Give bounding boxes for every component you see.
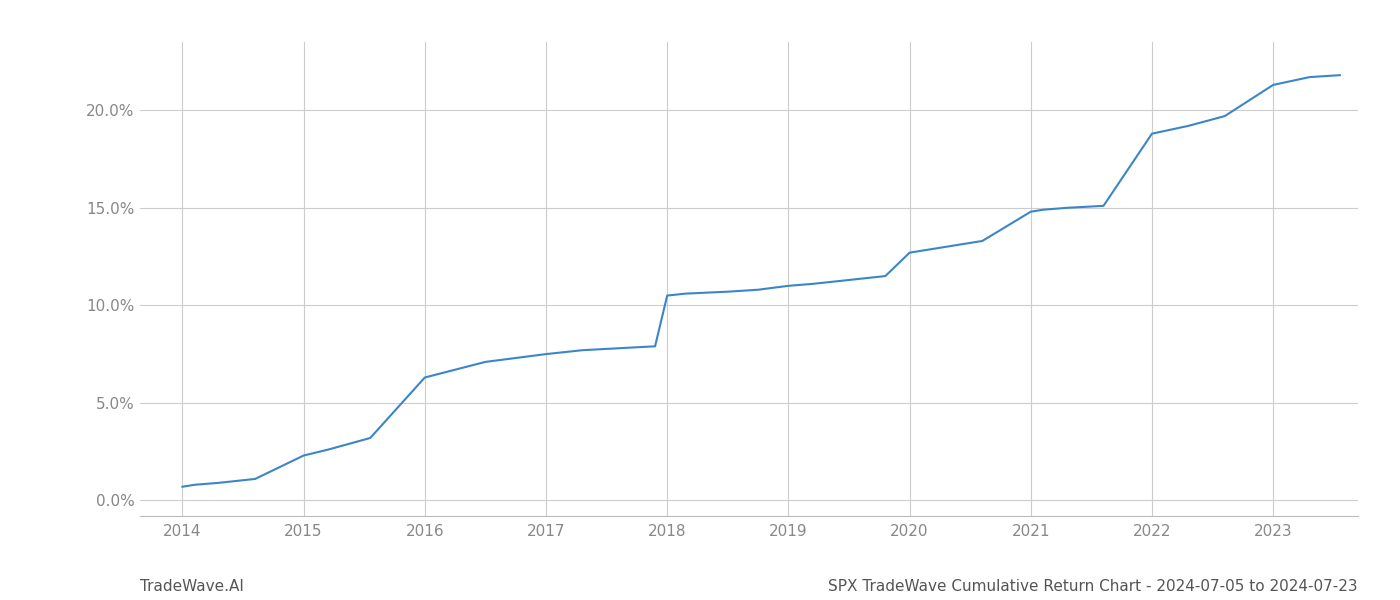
Text: TradeWave.AI: TradeWave.AI — [140, 579, 244, 594]
Text: SPX TradeWave Cumulative Return Chart - 2024-07-05 to 2024-07-23: SPX TradeWave Cumulative Return Chart - … — [829, 579, 1358, 594]
